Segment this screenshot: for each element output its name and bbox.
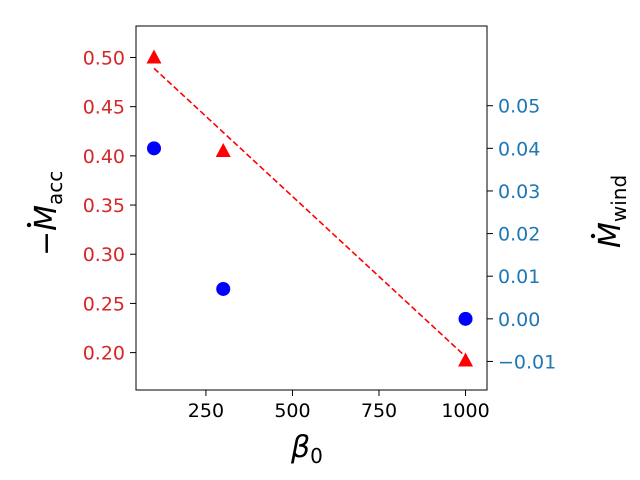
left-tick-label: 0.45	[83, 97, 125, 119]
right-axis-label-dot	[590, 233, 596, 239]
left-tick-label: 0.40	[83, 146, 125, 168]
fit-line	[153, 67, 467, 358]
left-tick-label: 0.35	[83, 195, 125, 217]
x-tick-label: 750	[361, 400, 397, 422]
left-axis-label-main: M	[29, 205, 64, 231]
left-axis-label-sub: acc	[43, 171, 67, 205]
wind-point	[458, 311, 473, 326]
right-tick-label: 0.04	[498, 138, 540, 160]
right-axis-label-main: M	[593, 222, 628, 248]
svg-text:Mwind: Mwind	[593, 175, 631, 248]
right-tick-label: 0.05	[498, 96, 540, 118]
acc-point	[146, 49, 162, 64]
acc-point	[215, 142, 231, 157]
right-tick-label: −0.01	[498, 351, 556, 373]
left-tick-label: 0.20	[83, 343, 125, 365]
acc-point	[458, 352, 474, 367]
left-axis-label-dot	[26, 222, 32, 228]
plot-area	[135, 25, 488, 391]
left-tick-label: 0.50	[83, 47, 125, 69]
right-tick-label: 0.03	[498, 181, 540, 203]
x-tick-label: 500	[274, 400, 310, 422]
x-tick-label: 1000	[441, 400, 489, 422]
right-axis-label-sub: wind	[607, 175, 631, 222]
x-axis-label-sub: 0	[310, 444, 323, 468]
left-tick-label: 0.25	[83, 293, 125, 315]
x-axis-label-main: β	[290, 430, 310, 465]
right-axis-label: Mwind	[590, 175, 631, 248]
wind-point	[147, 141, 161, 156]
x-tick-label: 250	[188, 400, 224, 422]
x-axis-label: β0	[290, 430, 323, 468]
left-axis-label: −Macc	[26, 171, 67, 256]
right-tick-label: 0.01	[498, 266, 540, 288]
left-axis-label-sign: −	[29, 231, 64, 256]
wind-point	[216, 281, 231, 296]
svg-text:−Macc: −Macc	[29, 171, 67, 256]
right-tick-label: 0.02	[498, 224, 540, 246]
left-tick-label: 0.30	[83, 244, 125, 266]
right-tick-label: 0.00	[498, 309, 540, 331]
